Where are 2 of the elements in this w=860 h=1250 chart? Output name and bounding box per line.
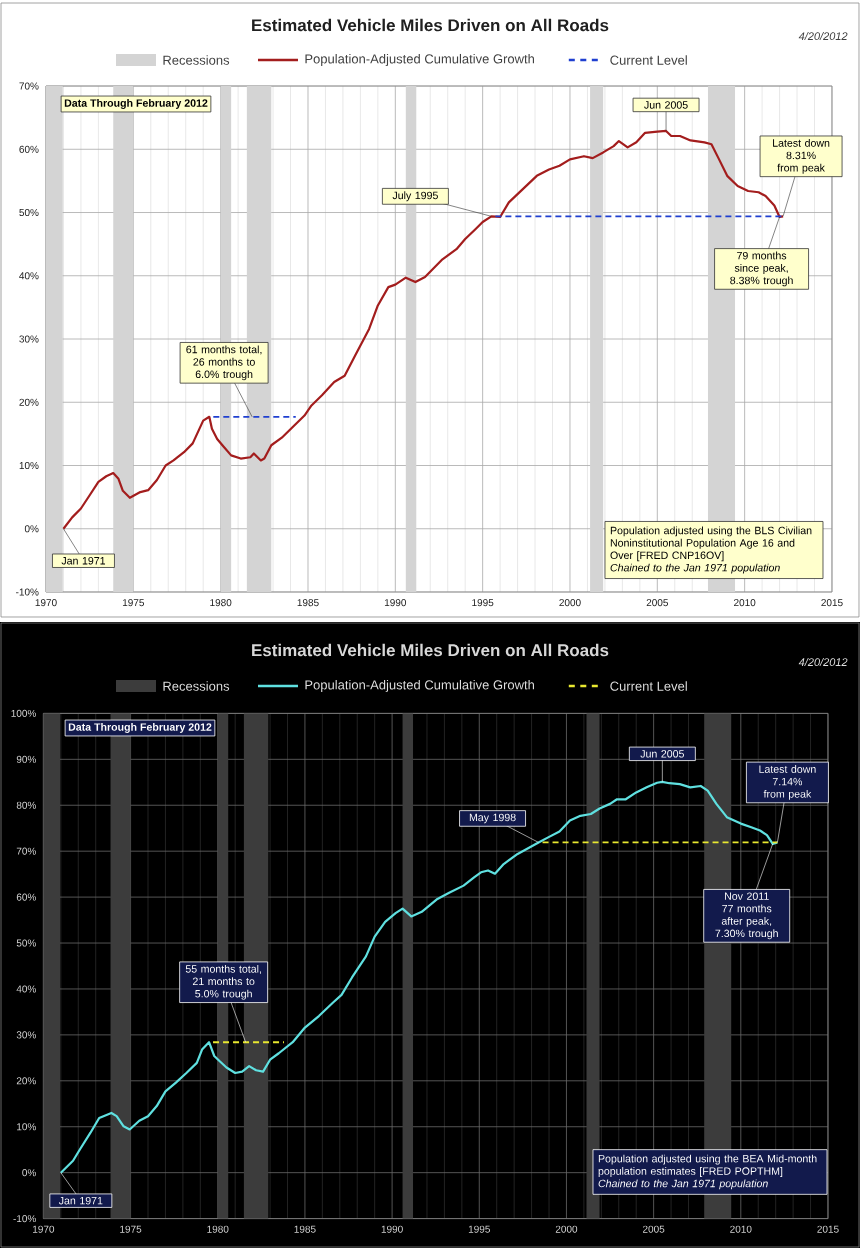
chart-title: Estimated Vehicle Miles Driven on All Roads [252, 18, 609, 32]
chart-title: Estimated Vehicle Miles Driven on All Roads [252, 643, 609, 657]
